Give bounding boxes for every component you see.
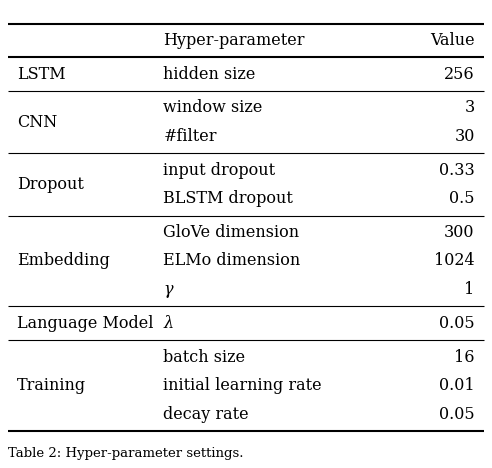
- Text: Language Model: Language Model: [17, 315, 154, 332]
- Text: 1024: 1024: [434, 253, 475, 270]
- Text: γ: γ: [163, 281, 173, 298]
- Text: Value: Value: [430, 32, 475, 49]
- Text: LSTM: LSTM: [17, 66, 66, 82]
- Text: window size: window size: [163, 100, 263, 117]
- Text: BLSTM dropout: BLSTM dropout: [163, 190, 293, 207]
- Text: decay rate: decay rate: [163, 406, 249, 423]
- Text: 0.01: 0.01: [439, 377, 475, 394]
- Text: 256: 256: [444, 66, 475, 82]
- Text: CNN: CNN: [17, 114, 58, 131]
- Text: 300: 300: [444, 224, 475, 241]
- Text: GloVe dimension: GloVe dimension: [163, 224, 300, 241]
- Text: 0.05: 0.05: [439, 406, 475, 423]
- Text: Dropout: Dropout: [17, 176, 84, 193]
- Text: 0.5: 0.5: [449, 190, 475, 207]
- Text: Table 2: Hyper-parameter settings.: Table 2: Hyper-parameter settings.: [8, 447, 243, 460]
- Text: batch size: batch size: [163, 349, 246, 366]
- Text: 16: 16: [454, 349, 475, 366]
- Text: 0.33: 0.33: [439, 162, 475, 179]
- Text: Hyper-parameter: Hyper-parameter: [163, 32, 305, 49]
- Text: λ: λ: [163, 315, 173, 332]
- Text: 0.05: 0.05: [439, 315, 475, 332]
- Text: Training: Training: [17, 377, 87, 394]
- Text: 3: 3: [464, 100, 475, 117]
- Text: #filter: #filter: [163, 128, 217, 145]
- Text: input dropout: input dropout: [163, 162, 276, 179]
- Text: ELMo dimension: ELMo dimension: [163, 253, 301, 270]
- Text: 1: 1: [464, 281, 475, 298]
- Text: hidden size: hidden size: [163, 66, 256, 82]
- Text: Embedding: Embedding: [17, 253, 110, 270]
- Text: initial learning rate: initial learning rate: [163, 377, 322, 394]
- Text: 30: 30: [454, 128, 475, 145]
